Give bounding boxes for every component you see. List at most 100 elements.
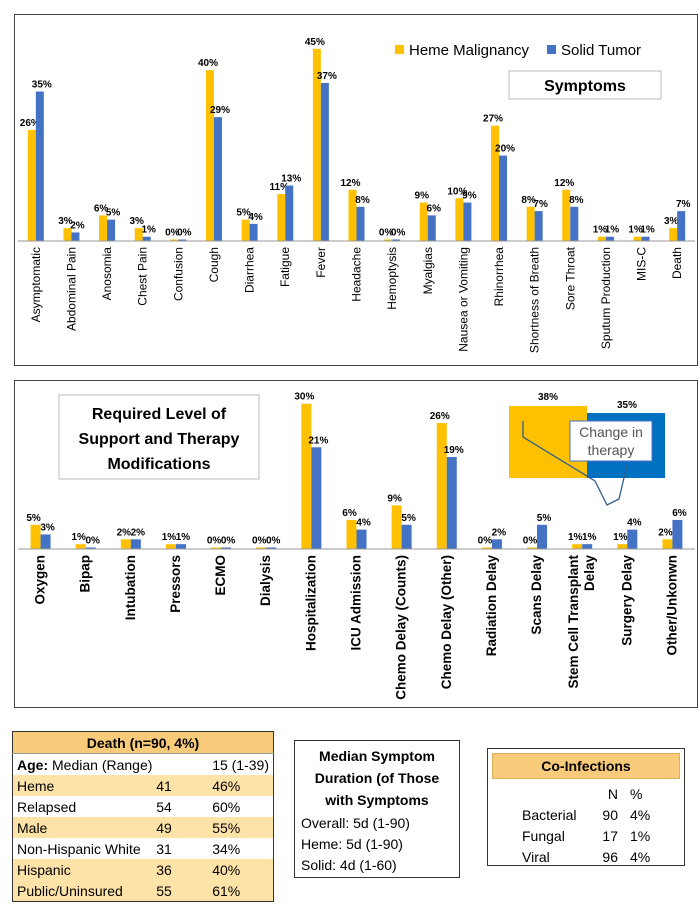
bar-death-heme (669, 228, 678, 241)
data-label-asymptomatic-heme: 26% (20, 118, 40, 129)
data-label-oxygen-heme: 5% (26, 513, 41, 524)
tick-label-fatigue: Fatigue (278, 247, 292, 287)
data-label-other-unkonwn-solid: 6% (672, 508, 687, 519)
data-label-intubation-solid: 2% (131, 527, 146, 538)
callout-label-box (569, 420, 653, 462)
row-n: 90 (602, 806, 618, 823)
row-n: 17 (602, 827, 618, 844)
bar-rhinorrhea-heme (491, 125, 500, 241)
median-title-line-1: Median Symptom (319, 748, 435, 764)
row-pct: 61% (208, 880, 274, 902)
data-label-other-unkonwn-heme: 2% (658, 527, 673, 538)
bar-scans-delay-solid (537, 524, 548, 549)
data-label-surgery-delay-solid: 4% (627, 518, 642, 529)
bar-icu-admission-heme (346, 519, 357, 549)
tick-label-hemoptysis: Hemoptysis (385, 247, 399, 310)
table-row: Bacterial 90 4% (492, 804, 666, 825)
row-pct: 55% (208, 817, 274, 838)
data-label-anosomia-heme: 6% (94, 203, 109, 214)
row-label: Heme (12, 775, 153, 796)
bar-shortness-of-breath-solid (534, 211, 543, 241)
table-row: Heme 41 46% (12, 775, 274, 796)
callout-solid-label: 35% (617, 400, 637, 411)
col-n-header: N (607, 785, 618, 802)
data-label-asymptomatic-solid: 35% (32, 80, 52, 91)
data-label-chemo-delay-counts-solid: 5% (401, 513, 416, 524)
bar-headache-heme (348, 189, 357, 241)
bar-anosomia-solid (107, 219, 116, 241)
bar-rhinorrhea-solid (499, 155, 508, 241)
chart-title-line-1: Required Level of (92, 406, 227, 423)
bar-asymptomatic-solid (35, 91, 44, 241)
bar-mis-c-solid (641, 236, 650, 241)
tick-label-scans-delay: Scans Delay (529, 555, 544, 635)
bar-nausea-or-vomiting-solid (463, 202, 472, 241)
bar-hemoptysis-solid (392, 239, 401, 241)
bar-other-unkonwn-heme (662, 539, 673, 549)
bar-icu-admission-solid (356, 529, 367, 549)
data-label-mis-c-heme: 1% (628, 225, 643, 236)
tick-label-cough: Cough (207, 247, 221, 282)
data-label-fatigue-solid: 13% (281, 173, 301, 184)
tick-label-stem-cell-transplant-delay: Stem Cell Transplant (566, 555, 581, 689)
bar-abdominal-pain-heme (63, 228, 72, 241)
bar-shortness-of-breath-heme (526, 206, 535, 241)
row-label: Hispanic (12, 859, 153, 880)
data-label-death-heme: 3% (664, 216, 679, 227)
data-label-abdominal-pain-heme: 3% (58, 216, 73, 227)
tick-label-nausea-or-vomiting: Nausea or Vomiting (456, 247, 470, 352)
data-label-mis-c-solid: 1% (640, 225, 655, 236)
data-label-sputum-production-solid: 1% (605, 225, 620, 236)
bar-nausea-or-vomiting-heme (455, 198, 464, 241)
data-label-headache-solid: 8% (355, 195, 370, 206)
tick-label-shortness-of-breath: Shortness of Breath (528, 247, 542, 353)
data-label-scans-delay-solid: 5% (537, 513, 552, 524)
data-label-sore-throat-heme: 12% (554, 178, 574, 189)
bar-cough-heme (205, 70, 214, 241)
bar-intubation-solid (130, 539, 141, 549)
tick-label-intubation: Intubation (123, 555, 138, 620)
bar-anosomia-heme (99, 215, 108, 241)
data-label-stem-cell-transplant-delay-solid: 1% (582, 532, 597, 543)
data-label-dialysis-heme: 0% (252, 536, 267, 547)
tick-label-radiation-delay: Radiation Delay (484, 555, 499, 657)
bar-fatigue-heme (277, 194, 286, 241)
chart-title-symptoms: Symptoms (544, 78, 626, 95)
tick-label-mis-c: MIS-C (635, 247, 649, 281)
bar-intubation-heme (120, 539, 131, 549)
tick-label-abdominal-pain: Abdominal Pain (64, 247, 78, 331)
data-label-bipap-heme: 1% (71, 532, 86, 543)
bar-surgery-delay-solid (627, 529, 638, 549)
bar-ecmo-solid (221, 547, 232, 549)
table-row: Public/Uninsured 55 61% (12, 880, 274, 902)
legend-label-heme: Heme Malignancy (409, 42, 530, 59)
data-label-radiation-delay-heme: 0% (478, 536, 493, 547)
data-label-hemoptysis-heme: 0% (379, 228, 394, 239)
bar-cough-solid (213, 117, 222, 241)
row-label: Bacterial (522, 806, 577, 823)
median-title-line-2: Duration (of Those (314, 770, 440, 786)
bar-sputum-production-solid (605, 236, 614, 241)
age-text: Median (Range) (52, 756, 153, 773)
data-label-diarrhea-heme: 5% (236, 208, 251, 219)
chart-legend: Heme Malignancy Solid Tumor (395, 42, 641, 59)
tick-label-surgery-delay: Surgery Delay (619, 555, 634, 646)
bar-bipap-solid (85, 547, 96, 549)
legend-label-solid: Solid Tumor (561, 42, 641, 59)
data-label-hemoptysis-solid: 0% (391, 228, 406, 239)
data-label-sputum-production-heme: 1% (593, 225, 608, 236)
row-pct: 1% (630, 827, 651, 844)
row-n: 55 (152, 880, 209, 902)
row-label: Relapsed (17, 798, 77, 815)
tick-label-pressors: Pressors (168, 555, 183, 613)
bar-dialysis-solid (266, 547, 277, 549)
tick-label-chemo-delay-counts: Chemo Delay (Counts) (394, 555, 409, 700)
bar-mis-c-heme (633, 236, 642, 241)
callout-text-line-1: Change in (579, 424, 643, 440)
change-in-therapy-callout: 38% 35% Change in therapy (509, 392, 665, 506)
data-label-nausea-or-vomiting-solid: 9% (462, 191, 477, 202)
data-label-death-solid: 7% (676, 199, 691, 210)
bar-chemo-delay-other-solid (446, 456, 457, 549)
bar-fever-solid (320, 82, 329, 242)
row-pct: 40% (208, 859, 274, 880)
